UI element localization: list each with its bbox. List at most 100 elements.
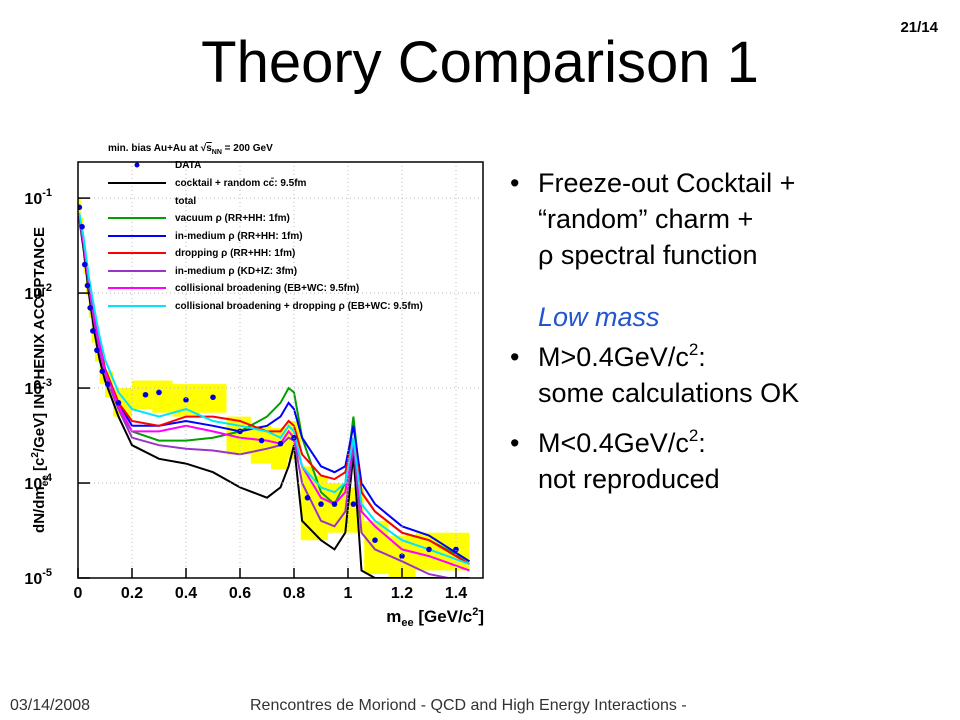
legend-label: dropping ρ (RR+HH: 1fm)	[175, 248, 295, 259]
data-point	[237, 428, 243, 435]
bullet-text: some calculations OK	[538, 378, 799, 408]
legend-header-part: √	[201, 143, 207, 154]
y-tick-label: 10-2	[24, 282, 52, 303]
x-tick-label: 1.2	[391, 585, 413, 602]
footer-date: 03/14/2008	[10, 697, 90, 714]
legend-label: collisional broadening + dropping ρ (EB+…	[175, 301, 423, 312]
data-point	[331, 501, 338, 507]
bullet-dot: •	[510, 168, 519, 198]
legend-label: cocktail + random cc̄: 9.5fm	[175, 177, 307, 189]
bullet-dot: •	[510, 342, 519, 372]
data-point	[142, 391, 149, 398]
x-tick-label: 0.2	[121, 585, 143, 602]
plot-area	[78, 198, 471, 578]
y-tick-exponent: -1	[42, 187, 52, 199]
x-label-part: ]	[478, 607, 484, 626]
data-point	[99, 368, 106, 375]
bullet-text: M>0.4GeV/c	[538, 342, 689, 372]
curve	[78, 219, 470, 578]
legend-header-part: = 200 GeV	[222, 143, 273, 154]
data-point	[453, 546, 459, 553]
slide-title: Theory Comparison 1	[201, 30, 759, 95]
x-tick-label: 1.4	[445, 585, 467, 602]
y-tick-label: 10-1	[24, 187, 52, 208]
data-point	[104, 381, 111, 387]
x-tick-label: 1	[344, 585, 353, 602]
systematic-box	[132, 380, 153, 410]
bullet-line: M>0.4GeV/c2:	[538, 340, 706, 372]
legend-label: total	[175, 196, 196, 207]
data-point	[156, 389, 162, 396]
bullet-line: Freeze-out Cocktail +	[538, 168, 795, 198]
bullet-text: 2	[689, 340, 698, 359]
y-tick-exponent: -4	[42, 472, 53, 484]
y-tick-base: 10	[24, 381, 42, 398]
bullet-text: :	[698, 342, 706, 372]
bullet-text: :	[698, 428, 706, 458]
data-point	[318, 501, 324, 507]
data-point	[115, 399, 122, 406]
bullet-text: 2	[689, 426, 698, 445]
y-tick-label: 10-5	[24, 567, 52, 588]
y-label-part: 2	[30, 452, 41, 458]
systematic-box	[250, 425, 272, 464]
x-label-part: 2	[472, 606, 478, 618]
legend-header: min. bias Au+Au at √sNN = 200 GeV	[108, 143, 273, 156]
x-tick-label: 0.4	[175, 585, 197, 602]
y-tick-exponent: -2	[42, 282, 52, 294]
systematic-box	[314, 475, 328, 541]
bullet-line: not reproduced	[538, 464, 720, 494]
legend-marker	[134, 162, 140, 168]
legend-header-part: min. bias Au+Au at	[108, 143, 201, 154]
y-tick-exponent: -3	[42, 377, 52, 389]
bullet-text: not reproduced	[538, 464, 720, 494]
x-label-part: ee	[401, 617, 413, 629]
y-tick-base: 10	[24, 191, 42, 208]
bullet-dot: •	[510, 428, 519, 458]
bullet-line: some calculations OK	[538, 378, 799, 408]
y-tick-exponent: -5	[42, 567, 52, 579]
legend-label: in-medium ρ (KD+IZ: 3fm)	[175, 266, 297, 277]
x-tick-label: 0.8	[283, 585, 305, 602]
legend-header-part: NN	[212, 149, 222, 156]
data-point	[291, 434, 297, 441]
data-point	[426, 546, 432, 553]
legend-label: vacuum ρ (RR+HH: 1fm)	[175, 213, 290, 224]
data-point	[84, 282, 91, 289]
data-point	[79, 223, 85, 230]
x-tick-label: 0	[74, 585, 83, 602]
curve	[78, 212, 470, 566]
data-point	[210, 394, 216, 401]
bullet-text: M<0.4GeV/c	[538, 428, 689, 458]
data-point	[304, 494, 311, 501]
y-label-part: dN/dm	[31, 486, 48, 533]
systematic-box	[364, 520, 389, 575]
y-tick-base: 10	[24, 476, 42, 493]
x-label-part: [GeV/c	[414, 607, 473, 626]
bullet-line: ρ spectral function	[538, 240, 757, 270]
y-tick-base: 10	[24, 286, 42, 303]
data-point	[81, 261, 88, 268]
plot-frame	[77, 161, 484, 579]
data-point	[277, 440, 284, 447]
bullet-text: ρ spectral function	[538, 240, 757, 270]
data-point	[372, 537, 378, 544]
y-axis-label: dN/dmee [c2/GeV] IN PHENIX ACCEPTANCE	[30, 227, 51, 533]
footer-event: Rencontres de Moriond - QCD and High Ene…	[250, 697, 687, 714]
y-tick-label: 10-4	[24, 472, 52, 493]
data-point	[350, 501, 357, 507]
legend-label: in-medium ρ (RR+HH: 1fm)	[175, 231, 303, 242]
data-point	[78, 204, 83, 211]
legend-header-part: s	[206, 143, 212, 154]
data-point	[258, 437, 265, 444]
x-label-part: m	[386, 607, 401, 626]
systematic-box	[152, 380, 173, 413]
y-label-part: ee	[40, 475, 51, 487]
legend-label: DATA	[175, 160, 201, 171]
subheading: Low mass	[538, 302, 660, 332]
data-point	[183, 397, 189, 403]
bullet-line: “random” charm +	[538, 204, 753, 234]
y-tick-label: 10-3	[24, 377, 52, 398]
